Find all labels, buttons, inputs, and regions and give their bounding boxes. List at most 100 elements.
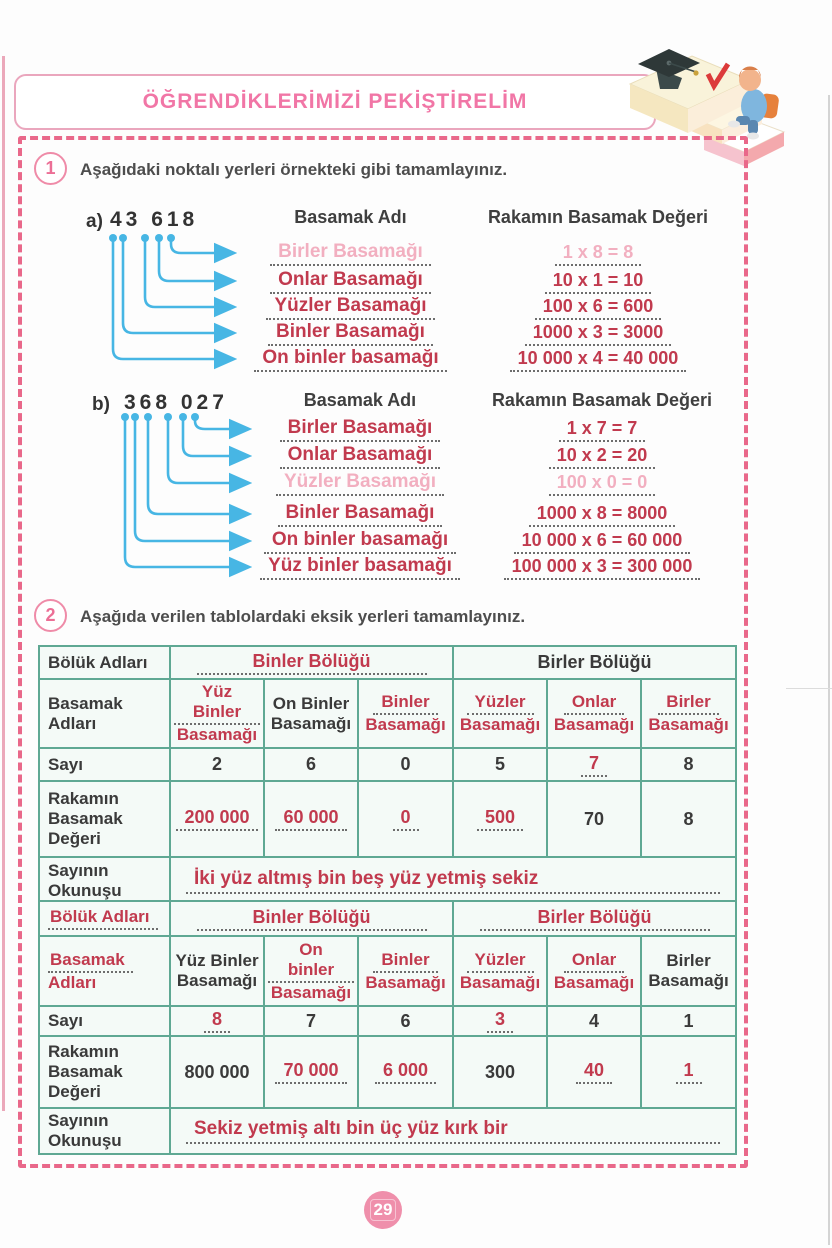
birler-bolugu-answer: Birler Bölüğü (479, 907, 710, 931)
place-value: 10 000 x 4 = 40 000 (509, 348, 687, 372)
place-name-row: Birler Basamağı (250, 417, 470, 442)
place-name: Binler Basamağı (268, 321, 433, 346)
boluk-adlari-answer: Bölük Adları (48, 907, 158, 930)
okunus-label: Sayının Okunuşu (48, 1111, 122, 1150)
place-value: 1000 x 3 = 3000 (524, 322, 672, 346)
place-value-row: 100 x 6 = 600 (462, 296, 734, 320)
exercise2-instruction: Aşağıda verilen tablolardaki eksik yerle… (80, 607, 526, 626)
place-name-row: Onlar Basamağı (250, 444, 470, 469)
birler-bolugu-label: Birler Bölüğü (537, 652, 652, 672)
value-cell-answer: 200 000 (176, 807, 258, 831)
table-row: Bölük Adları Binler Bölüğü Birler Bölüğü (38, 645, 738, 680)
place-name-row: Yüzler Basamağı (238, 295, 463, 320)
place-value-row: 10 x 1 = 10 (462, 270, 734, 294)
basamak-adlari-answer: Basamak (48, 950, 133, 973)
sayi-label: Sayı (48, 754, 83, 774)
checkmark-icon (705, 62, 731, 92)
basamak-adlari-answer: Adları (48, 972, 97, 992)
place-value-row: 1 x 7 = 7 (464, 418, 740, 442)
page-edge-line-right (828, 95, 830, 1245)
place-value: 100 x 0 = 0 (548, 472, 656, 496)
digit-cell-answer: 8 (203, 1009, 230, 1033)
okunus-answer: İki yüz altmış bin beş yüz yetmiş sekiz (186, 868, 721, 894)
column-header: On Binler (272, 693, 350, 713)
place-value: 10 x 1 = 10 (544, 270, 652, 294)
part-a-label: a) (86, 211, 103, 232)
table-row: Bölük Adları Binler Bölüğü Birler Bölüğü (38, 900, 738, 937)
table-row: Sayı 2 6 0 5 7 8 (38, 747, 738, 782)
place-value: 100 000 x 3 = 300 000 (503, 556, 701, 580)
value-cell: 800 000 (184, 1061, 250, 1082)
digit-cell-answer: 7 (581, 753, 608, 777)
place-name: Yüzler Basamağı (275, 471, 445, 496)
part-b-value-header: Rakamın Basamak Değeri (491, 390, 713, 410)
value-cell-answer: 70 000 (275, 1060, 347, 1084)
column-header: Onlar (563, 692, 625, 715)
value-cell: 300 (484, 1061, 516, 1082)
place-name-row: Birler Basamağı (238, 241, 463, 266)
place-value-row: 1000 x 8 = 8000 (464, 503, 740, 527)
deger-label: Rakamın Basamak Değeri (48, 789, 123, 848)
part-a-arrows (109, 234, 238, 370)
place-value-row: 1 x 8 = 8 (462, 242, 734, 266)
table-row: Sayı 8 7 6 3 4 1 (38, 1005, 738, 1037)
boluk-adlari-label: Bölük Adları (48, 652, 148, 672)
binler-bolugu-answer: Binler Bölüğü (196, 907, 427, 931)
place-value: 1 x 8 = 8 (554, 242, 642, 266)
page-number: 29 (369, 1199, 397, 1221)
value-cell-answer: 0 (392, 807, 419, 831)
digit-cell: 2 (211, 754, 222, 774)
digit-cell: 6 (305, 754, 316, 774)
part-a-name-header: Basamak Adı (294, 207, 407, 227)
place-name-row: Binler Basamağı (250, 502, 470, 527)
place-value-row: 100 x 0 = 0 (464, 472, 740, 496)
place-value: 1 x 7 = 7 (558, 418, 646, 442)
part-b-arrows (121, 413, 253, 578)
part-b-label: b) (92, 394, 110, 415)
place-name: Onlar Basamağı (270, 269, 431, 294)
place-name: Binler Basamağı (277, 502, 443, 527)
value-cell-answer: 6 000 (374, 1060, 437, 1084)
basamak-adlari-label: Basamak (48, 693, 123, 713)
exercise-frame (18, 136, 748, 1168)
exercise1-number-badge: 1 (34, 152, 67, 185)
value-cell: 8 (683, 808, 694, 829)
digit-cell: 8 (683, 754, 694, 774)
okunus-label: Sayının Okunuşu (48, 861, 122, 900)
place-name-row: On binler basamağı (238, 347, 463, 372)
page-crease-line (786, 688, 832, 689)
value-cell: 70 (584, 808, 605, 829)
column-header: Yüzler (466, 950, 534, 973)
title-banner: ÖĞRENDİKLERİMİZİ PEKİŞTİRELİM (14, 74, 656, 130)
digit-cell: 7 (305, 1010, 316, 1031)
digit-cell: 5 (495, 754, 506, 774)
digit-cell-answer: 3 (487, 1009, 514, 1033)
place-name: Onlar Basamağı (279, 444, 441, 469)
value-cell-answer: 500 (476, 807, 524, 831)
column-header: Yüz Binler (174, 682, 260, 725)
column-header: Yüzler (466, 692, 534, 715)
place-name-row: Yüz binler basamağı (250, 555, 470, 580)
part-a-value-header: Rakamın Basamak Değeri (487, 207, 709, 227)
place-value-table-1: Bölük Adları Binler Bölüğü Birler Bölüğü… (38, 645, 738, 906)
place-name: Birler Basamağı (279, 417, 441, 442)
exercise1-instruction: Aşağıdaki noktalı yerleri örnekteki gibi… (80, 160, 508, 179)
column-header: Yüz Binler (175, 951, 259, 970)
place-name: On binler basamağı (263, 529, 457, 554)
place-name: Yüzler Basamağı (266, 295, 435, 320)
value-cell-answer: 60 000 (275, 807, 347, 831)
column-header: Onlar (563, 950, 625, 973)
column-header: On binler (268, 940, 354, 983)
place-value-row: 100 000 x 3 = 300 000 (464, 556, 740, 580)
climbing-child (728, 66, 779, 140)
place-name: Yüz binler basamağı (260, 555, 460, 580)
place-value-row: 10 x 2 = 20 (464, 445, 740, 469)
table-row: Basamak Adları Yüz Binler Basamağı On Bin… (38, 678, 738, 749)
part-b-name-header: Basamak Adı (303, 390, 417, 410)
digit-cell: 4 (589, 1010, 600, 1031)
table-row: Rakamın Basamak Değeri 800 000 70 000 6 … (38, 1035, 738, 1109)
exercise1-number: 1 (45, 158, 56, 178)
place-value: 100 x 6 = 600 (534, 296, 662, 320)
place-name-row: Onlar Basamağı (238, 269, 463, 294)
page-title: ÖĞRENDİKLERİMİZİ PEKİŞTİRELİM (142, 90, 528, 113)
